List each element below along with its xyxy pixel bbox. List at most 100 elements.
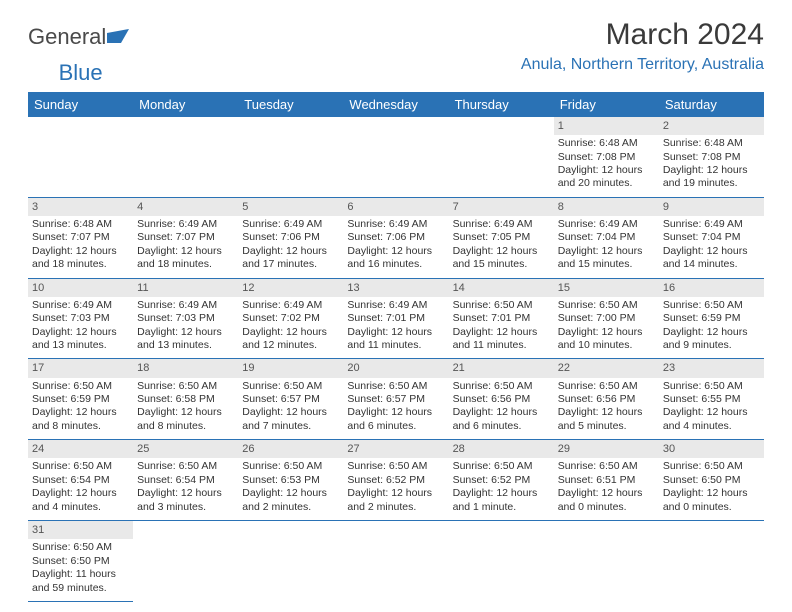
day-daylight1: Daylight: 12 hours bbox=[453, 406, 550, 419]
day-number: 28 bbox=[449, 440, 554, 458]
day-sunset: Sunset: 7:04 PM bbox=[663, 231, 760, 244]
calendar-cell bbox=[554, 521, 659, 602]
calendar-cell: 19Sunrise: 6:50 AMSunset: 6:57 PMDayligh… bbox=[238, 359, 343, 440]
day-daylight2: and 12 minutes. bbox=[242, 339, 339, 352]
calendar-row: 17Sunrise: 6:50 AMSunset: 6:59 PMDayligh… bbox=[28, 359, 764, 440]
calendar-cell: 14Sunrise: 6:50 AMSunset: 7:01 PMDayligh… bbox=[449, 278, 554, 359]
day-daylight2: and 8 minutes. bbox=[137, 420, 234, 433]
day-sunrise: Sunrise: 6:49 AM bbox=[137, 299, 234, 312]
calendar-cell: 6Sunrise: 6:49 AMSunset: 7:06 PMDaylight… bbox=[343, 197, 448, 278]
day-sunrise: Sunrise: 6:49 AM bbox=[453, 218, 550, 231]
day-sunset: Sunset: 7:07 PM bbox=[137, 231, 234, 244]
day-sunrise: Sunrise: 6:50 AM bbox=[32, 460, 129, 473]
day-number: 19 bbox=[238, 359, 343, 377]
calendar-cell: 27 Sunrise: 6:50 AMSunset: 6:52 PMDayligh… bbox=[343, 440, 448, 521]
day-number: 17 bbox=[28, 359, 133, 377]
day-daylight2: and 11 minutes. bbox=[347, 339, 444, 352]
day-daylight2: and 15 minutes. bbox=[558, 258, 655, 271]
calendar-cell: 2Sunrise: 6:48 AMSunset: 7:08 PMDaylight… bbox=[659, 117, 764, 197]
weekday-header: Thursday bbox=[449, 92, 554, 117]
day-number: 15 bbox=[554, 279, 659, 297]
day-number: 6 bbox=[343, 198, 448, 216]
calendar-cell: 24Sunrise: 6:50 AMSunset: 6:54 PMDayligh… bbox=[28, 440, 133, 521]
day-sunrise: Sunrise: 6:50 AM bbox=[242, 380, 339, 393]
day-sunset: Sunset: 6:52 PM bbox=[347, 474, 444, 487]
day-number: 18 bbox=[133, 359, 238, 377]
day-number: 1 bbox=[554, 117, 659, 135]
weekday-header: Saturday bbox=[659, 92, 764, 117]
day-daylight2: and 19 minutes. bbox=[663, 177, 760, 190]
calendar-cell: 21Sunrise: 6:50 AMSunset: 6:56 PMDayligh… bbox=[449, 359, 554, 440]
day-sunset: Sunset: 7:03 PM bbox=[137, 312, 234, 325]
day-number: 27 bbox=[343, 440, 448, 458]
day-sunrise: Sunrise: 6:50 AM bbox=[663, 299, 760, 312]
day-sunset: Sunset: 7:06 PM bbox=[347, 231, 444, 244]
day-daylight1: Daylight: 12 hours bbox=[663, 326, 760, 339]
month-title: March 2024 bbox=[521, 18, 764, 52]
calendar-cell: 22Sunrise: 6:50 AMSunset: 6:56 PMDayligh… bbox=[554, 359, 659, 440]
calendar-cell: 12Sunrise: 6:49 AMSunset: 7:02 PMDayligh… bbox=[238, 278, 343, 359]
day-daylight2: and 13 minutes. bbox=[32, 339, 129, 352]
day-sunrise: Sunrise: 6:50 AM bbox=[453, 380, 550, 393]
calendar-cell: 10Sunrise: 6:49 AMSunset: 7:03 PMDayligh… bbox=[28, 278, 133, 359]
day-sunrise: Sunrise: 6:49 AM bbox=[32, 299, 129, 312]
day-sunset: Sunset: 6:56 PM bbox=[453, 393, 550, 406]
day-number: 12 bbox=[238, 279, 343, 297]
calendar-cell: 26Sunrise: 6:50 AMSunset: 6:53 PMDayligh… bbox=[238, 440, 343, 521]
day-number: 16 bbox=[659, 279, 764, 297]
day-daylight2: and 5 minutes. bbox=[558, 420, 655, 433]
calendar-cell: 9Sunrise: 6:49 AMSunset: 7:04 PMDaylight… bbox=[659, 197, 764, 278]
day-sunrise: Sunrise: 6:50 AM bbox=[137, 460, 234, 473]
calendar-cell: 16 Sunrise: 6:50 AMSunset: 6:59 PMDayligh… bbox=[659, 278, 764, 359]
calendar-body: 1Sunrise: 6:48 AMSunset: 7:08 PMDaylight… bbox=[28, 117, 764, 601]
day-sunrise: Sunrise: 6:50 AM bbox=[137, 380, 234, 393]
day-sunset: Sunset: 7:04 PM bbox=[558, 231, 655, 244]
calendar-cell bbox=[133, 117, 238, 197]
day-daylight2: and 6 minutes. bbox=[347, 420, 444, 433]
calendar-row: 10Sunrise: 6:49 AMSunset: 7:03 PMDayligh… bbox=[28, 278, 764, 359]
day-sunset: Sunset: 7:07 PM bbox=[32, 231, 129, 244]
calendar-cell bbox=[343, 521, 448, 602]
day-number: 24 bbox=[28, 440, 133, 458]
day-sunset: Sunset: 7:00 PM bbox=[558, 312, 655, 325]
day-sunset: Sunset: 7:03 PM bbox=[32, 312, 129, 325]
calendar-cell bbox=[238, 117, 343, 197]
day-sunrise: Sunrise: 6:50 AM bbox=[347, 460, 444, 473]
day-number: 5 bbox=[238, 198, 343, 216]
day-daylight2: and 10 minutes. bbox=[558, 339, 655, 352]
day-number: 7 bbox=[449, 198, 554, 216]
day-daylight2: and 7 minutes. bbox=[242, 420, 339, 433]
day-number: 23 bbox=[659, 359, 764, 377]
day-sunset: Sunset: 6:59 PM bbox=[663, 312, 760, 325]
day-sunrise: Sunrise: 6:50 AM bbox=[242, 460, 339, 473]
calendar-header-row: Sunday Monday Tuesday Wednesday Thursday… bbox=[28, 92, 764, 117]
day-sunrise: Sunrise: 6:50 AM bbox=[32, 541, 129, 554]
day-sunrise: Sunrise: 6:50 AM bbox=[32, 380, 129, 393]
day-sunset: Sunset: 7:06 PM bbox=[242, 231, 339, 244]
day-daylight2: and 1 minute. bbox=[453, 501, 550, 514]
day-daylight2: and 59 minutes. bbox=[32, 582, 129, 595]
calendar-cell bbox=[238, 521, 343, 602]
day-number: 4 bbox=[133, 198, 238, 216]
calendar-cell: 8Sunrise: 6:49 AMSunset: 7:04 PMDaylight… bbox=[554, 197, 659, 278]
day-sunset: Sunset: 7:01 PM bbox=[453, 312, 550, 325]
day-sunrise: Sunrise: 6:49 AM bbox=[663, 218, 760, 231]
calendar-cell: 11Sunrise: 6:49 AMSunset: 7:03 PMDayligh… bbox=[133, 278, 238, 359]
day-sunset: Sunset: 7:05 PM bbox=[453, 231, 550, 244]
day-sunrise: Sunrise: 6:50 AM bbox=[453, 460, 550, 473]
calendar-cell: 31Sunrise: 6:50 AMSunset: 6:50 PMDayligh… bbox=[28, 521, 133, 602]
day-sunset: Sunset: 7:01 PM bbox=[347, 312, 444, 325]
weekday-header: Sunday bbox=[28, 92, 133, 117]
calendar-cell: 15Sunrise: 6:50 AMSunset: 7:00 PMDayligh… bbox=[554, 278, 659, 359]
calendar-cell bbox=[28, 117, 133, 197]
day-sunrise: Sunrise: 6:50 AM bbox=[347, 380, 444, 393]
calendar-cell bbox=[133, 521, 238, 602]
day-daylight1: Daylight: 12 hours bbox=[347, 487, 444, 500]
day-sunset: Sunset: 6:54 PM bbox=[137, 474, 234, 487]
day-number: 10 bbox=[28, 279, 133, 297]
calendar-row: 1Sunrise: 6:48 AMSunset: 7:08 PMDaylight… bbox=[28, 117, 764, 197]
weekday-header: Friday bbox=[554, 92, 659, 117]
weekday-header: Tuesday bbox=[238, 92, 343, 117]
calendar-cell: 28Sunrise: 6:50 AMSunset: 6:52 PMDayligh… bbox=[449, 440, 554, 521]
title-block: March 2024 Anula, Northern Territory, Au… bbox=[521, 18, 764, 74]
